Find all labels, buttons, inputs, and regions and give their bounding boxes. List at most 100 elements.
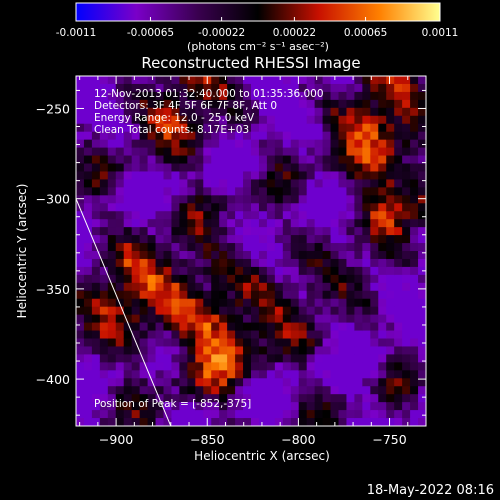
heatmap-cell: [378, 258, 387, 268]
heatmap-cell: [410, 402, 419, 411]
heatmap-cell: [354, 314, 363, 324]
heatmap-cell: [394, 91, 403, 101]
heatmap-cell: [107, 330, 117, 340]
heatmap-cell: [131, 346, 141, 356]
heatmap-cell: [99, 306, 109, 316]
heatmap-cell: [251, 155, 260, 165]
heatmap-cell: [91, 187, 101, 196]
heatmap-cell: [123, 155, 133, 165]
heatmap-cell: [362, 115, 371, 125]
heatmap-cell: [266, 306, 276, 316]
heatmap-cell: [258, 370, 268, 379]
heatmap-cell: [338, 394, 348, 403]
y-tick-label: −300: [36, 192, 70, 207]
heatmap-cell: [195, 266, 204, 276]
heatmap-cell: [410, 386, 419, 395]
heatmap-cell: [235, 171, 244, 181]
heatmap-cell: [99, 235, 109, 244]
heatmap-cell: [386, 163, 395, 173]
heatmap-cell: [243, 362, 252, 371]
heatmap-cell: [370, 203, 379, 212]
heatmap-cell: [107, 99, 117, 109]
heatmap-cell: [410, 155, 419, 165]
heatmap-cell: [306, 203, 316, 212]
heatmap-cell: [274, 147, 284, 157]
heatmap-cell: [394, 243, 403, 252]
heatmap-cell: [354, 203, 363, 212]
heatmap-cell: [394, 219, 403, 228]
heatmap-cell: [187, 394, 196, 403]
heatmap-cell: [290, 290, 300, 300]
heatmap-cell: [107, 219, 117, 228]
heatmap-cell: [362, 378, 371, 387]
heatmap-cell: [330, 346, 340, 356]
heatmap-cell: [330, 99, 340, 109]
heatmap-cell: [274, 171, 284, 181]
heatmap-cell: [370, 76, 379, 85]
heatmap-cell: [99, 187, 109, 196]
heatmap-cell: [139, 346, 149, 356]
heatmap-cell: [362, 227, 371, 236]
y-axis-label: Heliocentric Y (arcsec): [15, 184, 29, 319]
heatmap-cell: [107, 115, 117, 125]
heatmap-cell: [171, 346, 181, 356]
heatmap-cell: [370, 99, 379, 109]
heatmap-cell: [139, 386, 149, 395]
heatmap-cell: [306, 346, 316, 356]
heatmap-cell: [274, 203, 284, 212]
heatmap-cell: [386, 83, 395, 93]
heatmap-cell: [251, 211, 260, 220]
heatmap-cell: [338, 338, 348, 348]
heatmap-cell: [306, 274, 316, 284]
heatmap-cell: [195, 203, 204, 212]
heatmap-cell: [139, 298, 149, 308]
heatmap-cell: [163, 386, 173, 395]
heatmap-cell: [251, 258, 260, 268]
heatmap-cell: [147, 370, 157, 379]
heatmap-cell: [227, 251, 236, 260]
heatmap-cell: [203, 338, 212, 348]
heatmap-cell: [211, 147, 220, 157]
heatmap-cell: [195, 290, 204, 300]
heatmap-cell: [370, 243, 379, 252]
heatmap-cell: [362, 235, 371, 244]
heatmap-cell: [99, 83, 109, 93]
heatmap-cell: [378, 378, 387, 387]
heatmap-cell: [147, 362, 157, 371]
heatmap-cell: [282, 243, 292, 252]
heatmap-cell: [290, 187, 300, 196]
heatmap-cell: [243, 123, 252, 133]
heatmap-cell: [155, 171, 165, 181]
heatmap-cell: [258, 282, 268, 292]
heatmap-cell: [394, 314, 403, 324]
heatmap-cell: [402, 306, 411, 316]
heatmap-cell: [338, 107, 348, 117]
colorbar-tick-label: -0.00022: [198, 27, 245, 39]
heatmap-cell: [258, 346, 268, 356]
heatmap-cell: [195, 99, 204, 109]
heatmap-cell: [171, 386, 181, 395]
heatmap-cell: [314, 314, 324, 324]
heatmap-cell: [203, 107, 212, 117]
heatmap-cell: [211, 266, 220, 276]
heatmap-cell: [131, 410, 141, 419]
x-tick-label: −750: [372, 432, 406, 447]
heatmap-cell: [274, 195, 284, 204]
heatmap-cell: [306, 322, 316, 332]
heatmap-cell: [171, 99, 181, 109]
heatmap-cell: [227, 123, 236, 133]
heatmap-cell: [330, 76, 340, 85]
heatmap-cell: [99, 131, 109, 141]
heatmap-cell: [131, 203, 141, 212]
heatmap-cell: [211, 76, 220, 85]
heatmap-cell: [314, 99, 324, 109]
heatmap-cell: [155, 338, 165, 348]
heatmap-cell: [235, 418, 244, 426]
heatmap-cell: [258, 76, 268, 85]
heatmap-cell: [203, 402, 212, 411]
heatmap-cell: [83, 378, 93, 387]
heatmap-cell: [410, 99, 419, 109]
heatmap-cell: [410, 338, 419, 348]
heatmap-cell: [354, 354, 363, 363]
heatmap-cell: [394, 235, 403, 244]
